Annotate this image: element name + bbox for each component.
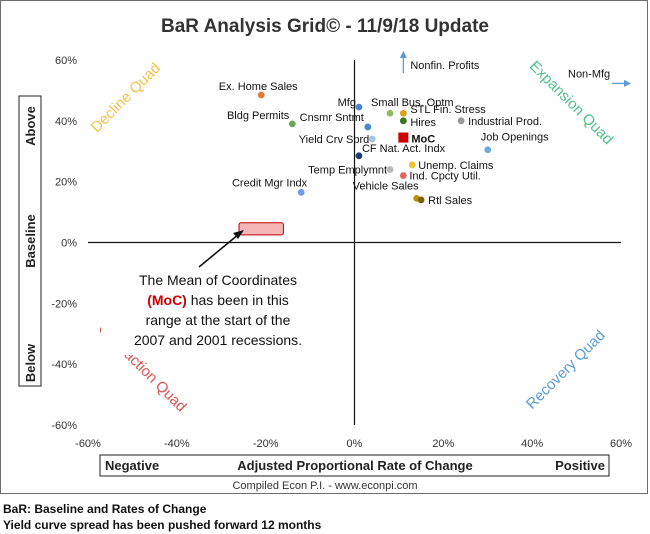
- footer-yield-note: Yield curve spread has been pushed forwa…: [3, 518, 322, 532]
- point-label: Vehicle Sales: [353, 180, 420, 192]
- bar-analysis-chart: BaR Analysis Grid© - 11/9/18 Update -60% -…: [18, 16, 632, 492]
- x-tick-label: 40%: [521, 438, 543, 450]
- moc-label: MoC: [411, 134, 435, 146]
- callout-line: (MoC) has been in this: [147, 292, 289, 308]
- point-label: Credit Mgr Indx: [232, 177, 308, 189]
- point-label: Hires: [410, 117, 436, 129]
- x-axis-box: [99, 454, 610, 477]
- y-tick-label: -60%: [51, 420, 77, 432]
- data-point: [364, 123, 372, 131]
- callout-highlight: (MoC): [147, 292, 187, 308]
- x-tick-label: -40%: [164, 438, 190, 450]
- data-point: [399, 109, 407, 117]
- quad-label-top-left: Decline Quad: [88, 60, 164, 136]
- point-label: Temp Emplymnt: [308, 165, 387, 177]
- x-axis-right-label: Positive: [555, 458, 605, 473]
- footer-baseline-note: BaR: Baseline and Rates of Change: [3, 502, 207, 516]
- x-axis-left-label: Negative: [105, 458, 159, 473]
- callout-arrow-line: [198, 233, 240, 268]
- point-label: Yield Crv Sprd: [299, 134, 370, 146]
- y-tick-label: 60%: [55, 55, 77, 67]
- callout-line: 2007 and 2001 recessions.: [134, 332, 302, 348]
- callout-line: range at the start of the: [146, 312, 291, 328]
- y-tick-label: 20%: [55, 177, 77, 189]
- offscale-arrow-head: [624, 79, 631, 87]
- quad-label-bottom-right: Recovery Quad: [523, 327, 609, 413]
- y-axis-top-label: Above: [23, 106, 38, 146]
- data-point: [355, 103, 363, 111]
- data-point: [386, 166, 394, 173]
- data-point: [484, 146, 492, 154]
- offscale-label: Nonfin. Profits: [410, 60, 480, 72]
- data-point: [457, 117, 465, 125]
- point-label: STL Fin. Stress: [410, 104, 486, 116]
- point-label: Small Bus. Optm: [371, 97, 454, 109]
- data-point: [297, 188, 305, 196]
- data-point: [408, 161, 416, 169]
- y-tick-label: 0%: [61, 238, 77, 250]
- x-tick-label: 0%: [347, 438, 363, 450]
- point-label: Ex. Home Sales: [219, 81, 298, 93]
- point-label: Job Openings: [481, 132, 549, 144]
- data-point: [288, 120, 296, 128]
- point-label: Ind. Cpcty Util.: [409, 171, 481, 183]
- chart-frame: BaR Analysis Grid© - 11/9/18 Update -60% -…: [0, 0, 648, 494]
- point-label: Rtl Sales: [428, 195, 473, 207]
- point-label: Bldg Permits: [227, 110, 290, 122]
- y-axis-title: Baseline: [23, 214, 38, 267]
- x-tick-label: -60%: [75, 438, 101, 450]
- offscale-label: Non-Mfg: [568, 68, 610, 80]
- point-label: Industrial Prod.: [468, 116, 542, 128]
- x-tick-label: 60%: [610, 438, 632, 450]
- callout-rest: has been in this: [187, 292, 289, 308]
- recession-range-box: [238, 222, 284, 236]
- y-tick-label: -40%: [51, 359, 77, 371]
- data-point: [355, 152, 363, 160]
- data-point: [417, 196, 425, 204]
- y-tick-label: -20%: [51, 298, 77, 310]
- point-label: Unemp. Claims: [418, 160, 494, 172]
- x-axis-title: Adjusted Proportional Rate of Change: [237, 458, 472, 473]
- point-label: Cnsmr Sntmt: [300, 112, 364, 124]
- moc-marker: [398, 132, 409, 143]
- x-tick-label: 20%: [432, 438, 454, 450]
- offscale-arrow-head: [399, 51, 407, 58]
- point-label: CF Nat. Act. Indx: [362, 143, 446, 155]
- point-label: Mfg: [338, 97, 356, 109]
- callout-line: The Mean of Coordinates: [139, 272, 297, 288]
- data-point: [257, 91, 265, 99]
- data-point: [386, 109, 394, 117]
- callout-box: [101, 269, 317, 355]
- chart-title: BaR Analysis Grid© - 11/9/18 Update: [161, 16, 489, 37]
- data-point: [368, 135, 376, 143]
- data-point: [399, 117, 407, 125]
- chart-subtitle: Compiled Econ P.I. - www.econpi.com: [232, 480, 417, 492]
- y-axis-box: [18, 95, 42, 387]
- x-tick-label: -20%: [253, 438, 279, 450]
- callout-arrow-head: [233, 230, 244, 239]
- y-axis-bottom-label: Below: [23, 343, 38, 382]
- y-tick-label: 40%: [55, 116, 77, 128]
- data-point: [399, 172, 407, 179]
